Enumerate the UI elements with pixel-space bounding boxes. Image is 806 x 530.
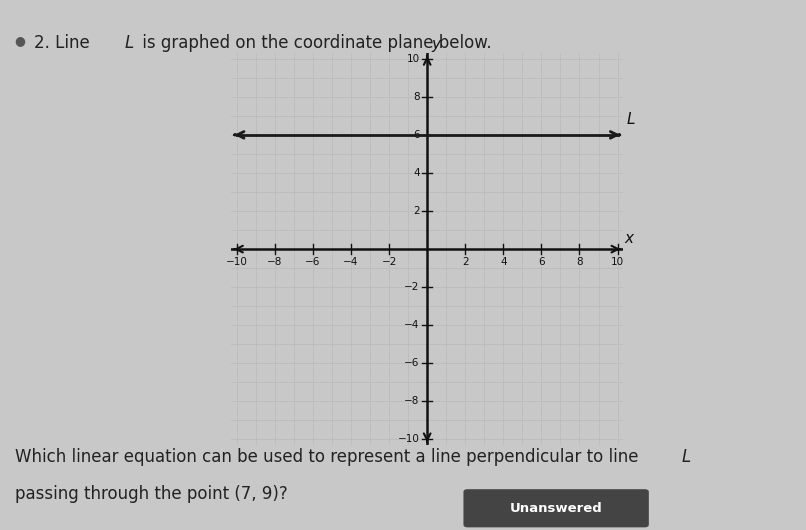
Text: −4: −4 xyxy=(404,320,420,330)
Text: Unanswered: Unanswered xyxy=(509,502,603,515)
Text: 10: 10 xyxy=(611,257,624,267)
Text: ●: ● xyxy=(15,34,25,48)
Text: L: L xyxy=(125,34,134,52)
Text: −10: −10 xyxy=(397,435,420,445)
Text: L: L xyxy=(681,448,690,466)
Text: −2: −2 xyxy=(404,282,420,292)
Text: L: L xyxy=(627,112,636,127)
Text: passing through the point (7, 9)?: passing through the point (7, 9)? xyxy=(15,485,287,503)
Text: Which linear equation can be used to represent a line perpendicular to line: Which linear equation can be used to rep… xyxy=(15,448,643,466)
Text: −6: −6 xyxy=(404,358,420,368)
Text: −2: −2 xyxy=(381,257,397,267)
Text: 10: 10 xyxy=(406,54,420,64)
Text: x: x xyxy=(624,231,634,246)
Text: 8: 8 xyxy=(576,257,583,267)
Text: 2: 2 xyxy=(413,206,420,216)
Text: y: y xyxy=(431,37,440,52)
Text: −10: −10 xyxy=(226,257,247,267)
Text: 8: 8 xyxy=(413,92,420,102)
FancyBboxPatch shape xyxy=(463,489,649,527)
Text: −8: −8 xyxy=(404,396,420,407)
Text: is graphed on the coordinate plane below.: is graphed on the coordinate plane below… xyxy=(137,34,492,52)
Text: 6: 6 xyxy=(538,257,545,267)
Text: −4: −4 xyxy=(343,257,359,267)
Text: 2: 2 xyxy=(462,257,468,267)
Text: 4: 4 xyxy=(500,257,507,267)
Text: 4: 4 xyxy=(413,168,420,178)
Text: 2. Line: 2. Line xyxy=(34,34,95,52)
Text: −6: −6 xyxy=(305,257,321,267)
Text: −8: −8 xyxy=(267,257,283,267)
Text: 6: 6 xyxy=(413,130,420,140)
